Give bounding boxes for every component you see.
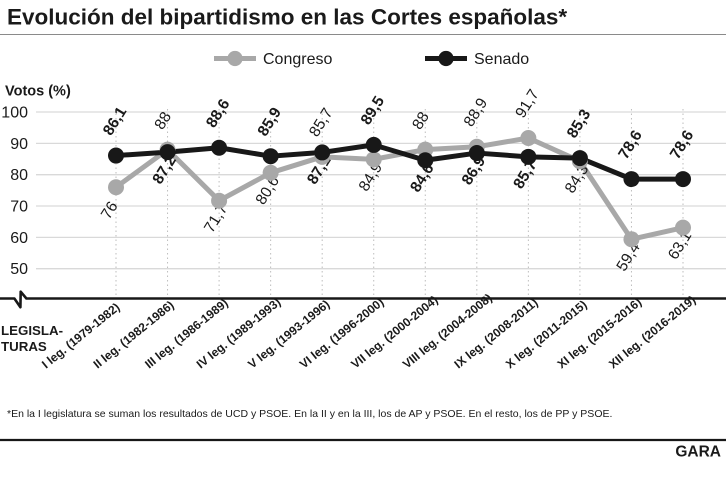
- svg-text:100: 100: [1, 105, 28, 122]
- svg-text:Senado: Senado: [474, 51, 529, 68]
- svg-text:GARA: GARA: [675, 444, 721, 461]
- svg-text:*En la I legislatura se suman: *En la I legislatura se suman los result…: [7, 408, 612, 420]
- svg-text:TURAS: TURAS: [1, 339, 47, 354]
- svg-text:90: 90: [10, 136, 28, 153]
- svg-text:Congreso: Congreso: [263, 51, 332, 68]
- svg-text:LEGISLA-: LEGISLA-: [1, 323, 63, 338]
- svg-text:80: 80: [10, 167, 28, 184]
- svg-text:Evolución del bipartidismo en: Evolución del bipartidismo en las Cortes…: [7, 5, 567, 30]
- svg-text:50: 50: [10, 261, 28, 278]
- svg-text:60: 60: [10, 230, 28, 247]
- svg-text:Votos (%): Votos (%): [5, 84, 71, 100]
- svg-text:70: 70: [10, 199, 28, 216]
